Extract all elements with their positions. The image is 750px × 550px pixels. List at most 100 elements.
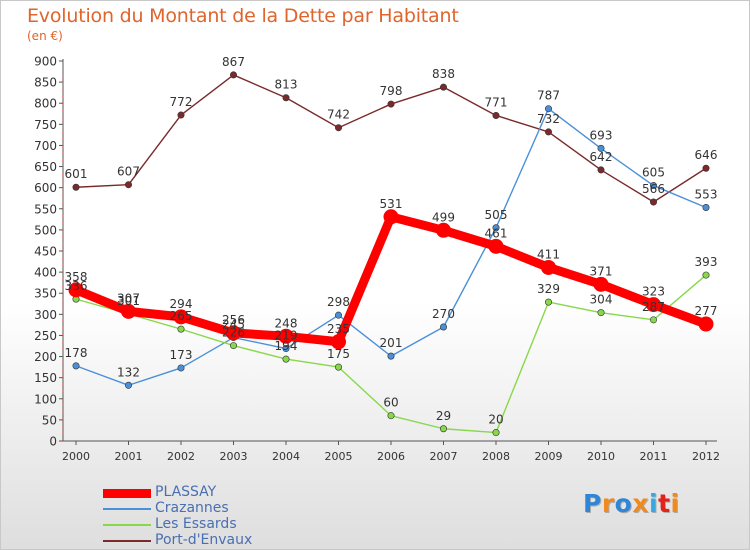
data-point	[230, 342, 238, 350]
data-label: 371	[590, 264, 613, 278]
data-point	[439, 425, 447, 433]
data-point	[230, 71, 238, 79]
data-label: 499	[432, 210, 455, 224]
data-label: 277	[695, 304, 718, 318]
data-point	[649, 198, 657, 206]
data-point	[436, 222, 451, 238]
y-tick-label: 0	[49, 435, 57, 449]
data-point	[282, 94, 290, 102]
y-tick-label: 500	[34, 223, 57, 237]
data-label: 867	[222, 55, 245, 69]
legend-item: Les Essards	[103, 516, 363, 533]
y-tick-label: 700	[34, 139, 57, 153]
x-tick-label: 2005	[325, 450, 353, 463]
data-label: 219	[275, 329, 298, 343]
data-point	[439, 323, 447, 331]
data-label: 461	[485, 226, 508, 240]
data-label: 173	[170, 348, 193, 362]
data-label: 607	[117, 165, 140, 179]
x-tick-label: 2010	[587, 450, 615, 463]
data-label: 505	[485, 208, 508, 222]
data-point	[649, 316, 657, 324]
y-tick-label: 300	[34, 308, 57, 322]
data-label: 270	[432, 307, 455, 321]
data-point	[439, 83, 447, 91]
data-point	[125, 181, 133, 189]
y-tick-label: 400	[34, 266, 57, 280]
data-point	[698, 316, 714, 332]
data-label: 175	[327, 347, 350, 361]
data-label: 245	[222, 318, 245, 332]
data-label: 304	[590, 293, 613, 307]
y-tick-label: 250	[34, 329, 57, 343]
data-label: 771	[485, 95, 508, 109]
y-tick-label: 100	[34, 392, 57, 406]
data-label: 772	[170, 95, 193, 109]
data-label: 553	[695, 188, 718, 202]
data-point	[541, 259, 556, 275]
x-tick-label: 2004	[272, 450, 300, 463]
data-point	[226, 325, 241, 341]
data-label: 693	[590, 128, 613, 142]
data-point	[597, 309, 605, 317]
y-tick-label: 750	[34, 118, 57, 132]
data-label: 265	[170, 309, 193, 323]
data-label: 323	[642, 285, 665, 299]
data-point	[593, 276, 609, 292]
x-tick-label: 2007	[430, 450, 458, 463]
data-label: 601	[65, 167, 88, 181]
logo-letter: r	[601, 489, 615, 518]
data-point	[597, 144, 605, 152]
data-point	[177, 111, 185, 119]
x-tick-label: 2000	[62, 450, 90, 463]
y-tick-label: 900	[34, 55, 57, 69]
data-label: 329	[537, 282, 560, 296]
x-tick-label: 2002	[167, 450, 195, 463]
data-label: 194	[275, 339, 298, 353]
legend-swatch	[103, 508, 151, 510]
data-point	[177, 325, 185, 333]
x-tick-label: 2003	[220, 450, 248, 463]
legend-item: Crazannes	[103, 500, 363, 517]
data-label: 287	[642, 300, 665, 314]
data-label: 298	[327, 295, 350, 309]
data-point	[544, 128, 552, 136]
data-label: 358	[65, 270, 88, 284]
y-tick-label: 450	[34, 245, 57, 259]
data-point	[68, 282, 84, 298]
legend-label: Port-d'Envaux	[155, 532, 253, 548]
x-tick-label: 2008	[482, 450, 510, 463]
y-tick-label: 650	[34, 160, 57, 174]
data-point	[282, 345, 290, 353]
data-point	[177, 364, 185, 372]
data-label: 605	[642, 166, 665, 180]
data-label: 307	[117, 291, 140, 305]
data-point	[72, 183, 80, 191]
data-label: 294	[170, 297, 193, 311]
data-label: 235	[327, 322, 350, 336]
x-tick-label: 2006	[377, 450, 405, 463]
data-point	[334, 124, 342, 132]
data-label: 787	[537, 89, 560, 103]
data-label: 60	[383, 396, 398, 410]
data-label: 838	[432, 67, 455, 81]
y-tick-label: 800	[34, 97, 57, 111]
data-label: 336	[65, 279, 88, 293]
legend-item: PLASSAY	[103, 484, 363, 501]
legend-label: PLASSAY	[155, 484, 217, 500]
legend-label: Les Essards	[155, 516, 237, 532]
legend-label: Crazannes	[155, 500, 229, 516]
data-point	[121, 303, 136, 319]
data-point	[125, 381, 133, 389]
data-label: 301	[117, 294, 140, 308]
y-tick-label: 200	[34, 350, 57, 364]
data-point	[334, 311, 342, 319]
legend-item: Port-d'Envaux	[103, 532, 363, 549]
x-tick-label: 2011	[640, 450, 668, 463]
legend-swatch	[103, 540, 151, 542]
chart-title: Evolution du Montant de la Dette par Hab…	[27, 5, 459, 27]
data-label: 742	[327, 108, 350, 122]
data-point	[702, 164, 710, 172]
y-tick-label: 600	[34, 181, 57, 195]
